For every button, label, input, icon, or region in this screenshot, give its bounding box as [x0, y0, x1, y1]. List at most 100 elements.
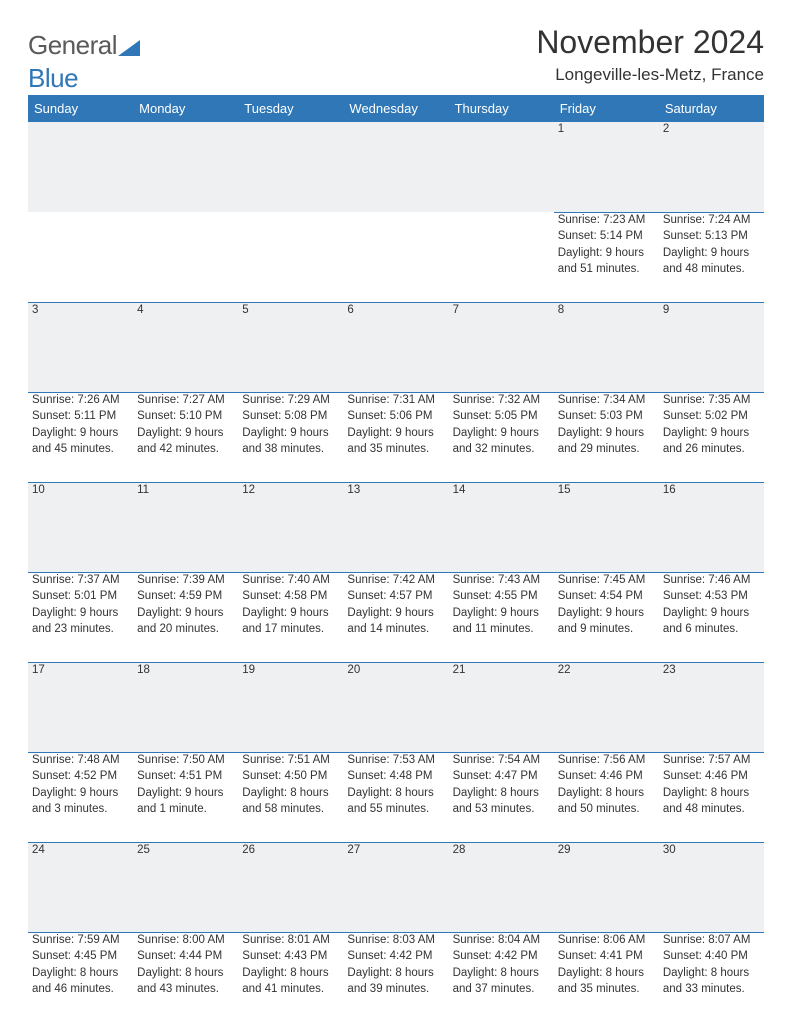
day-number-cell: 10 [28, 482, 133, 572]
sunset-text: Sunset: 4:40 PM [663, 949, 760, 965]
week-row: Sunrise: 7:48 AMSunset: 4:52 PM Daylight:… [28, 752, 764, 842]
sunset-text: Sunset: 4:57 PM [347, 589, 444, 605]
sunset-text: Sunset: 4:50 PM [242, 769, 339, 785]
dl2-text: and 33 minutes. [663, 982, 760, 998]
dl1-text: Daylight: 9 hours [32, 606, 129, 622]
day-cell: Sunrise: 7:53 AMSunset: 4:48 PMDaylight:… [343, 752, 448, 842]
day-number: 24 [32, 844, 45, 856]
week-row: Sunrise: 7:59 AMSunset: 4:45 PM Daylight:… [28, 932, 764, 1022]
day-number-cell: 19 [238, 662, 343, 752]
sunrise-text: Sunrise: 7:57 AM [663, 753, 760, 769]
day-header: Monday [133, 95, 238, 122]
day-number: 6 [347, 304, 353, 316]
dl2-text: and 20 minutes. [137, 622, 234, 638]
day-number-cell: 30 [659, 842, 764, 932]
day-cell: Sunrise: 7:29 AMSunset: 5:08 PMDaylight:… [238, 392, 343, 482]
dl1-text: Daylight: 9 hours [558, 606, 655, 622]
day-number-cell: 25 [133, 842, 238, 932]
dl1-text: Daylight: 9 hours [663, 426, 760, 442]
day-cell: Sunrise: 7:34 AMSunset: 5:03 PMDaylight:… [554, 392, 659, 482]
day-number: 10 [32, 484, 45, 496]
day-cell: Sunrise: 7:26 AMSunset: 5:11 PMDaylight:… [28, 392, 133, 482]
day-cell: Sunrise: 7:45 AMSunset: 4:54 PMDaylight:… [554, 572, 659, 662]
day-number-cell: 9 [659, 302, 764, 392]
sunrise-text: Sunrise: 7:29 AM [242, 393, 339, 409]
day-cell: Sunrise: 8:07 AMSunset: 4:40 PMDaylight:… [659, 932, 764, 1022]
sunrise-text: Sunrise: 7:39 AM [137, 573, 234, 589]
sunrise-text: Sunrise: 7:46 AM [663, 573, 760, 589]
day-cell: Sunrise: 7:40 AMSunset: 4:58 PMDaylight:… [238, 572, 343, 662]
day-number-cell: 2 [659, 122, 764, 212]
day-cell: Sunrise: 7:50 AMSunset: 4:51 PMDaylight:… [133, 752, 238, 842]
day-number-cell: 23 [659, 662, 764, 752]
sunrise-text: Sunrise: 7:59 AM [32, 933, 129, 949]
dl2-text: and 39 minutes. [347, 982, 444, 998]
sunrise-text: Sunrise: 8:06 AM [558, 933, 655, 949]
day-number-cell: 21 [449, 662, 554, 752]
day-number: 22 [558, 664, 571, 676]
day-number: 18 [137, 664, 150, 676]
sunset-text: Sunset: 4:41 PM [558, 949, 655, 965]
dl1-text: Daylight: 9 hours [32, 426, 129, 442]
dl2-text: and 46 minutes. [32, 982, 129, 998]
dl2-text: and 41 minutes. [242, 982, 339, 998]
sunset-text: Sunset: 4:45 PM [32, 949, 129, 965]
sunset-text: Sunset: 5:02 PM [663, 409, 760, 425]
day-cell: Sunrise: 8:06 AMSunset: 4:41 PMDaylight:… [554, 932, 659, 1022]
brand-general: General [28, 30, 117, 60]
sunrise-text: Sunrise: 7:48 AM [32, 753, 129, 769]
sunset-text: Sunset: 5:01 PM [32, 589, 129, 605]
sunset-text: Sunset: 4:42 PM [453, 949, 550, 965]
day-number: 9 [663, 304, 669, 316]
sunrise-text: Sunrise: 7:53 AM [347, 753, 444, 769]
day-cell: Sunrise: 8:00 AMSunset: 4:44 PMDaylight:… [133, 932, 238, 1022]
dl1-text: Daylight: 8 hours [242, 786, 339, 802]
day-number: 30 [663, 844, 676, 856]
dl2-text: and 51 minutes. [558, 262, 655, 278]
dl1-text: Daylight: 9 hours [558, 426, 655, 442]
week-row: Sunrise: 7:23 AMSunset: 5:14 PMDaylight:… [28, 212, 764, 302]
sunset-text: Sunset: 4:52 PM [32, 769, 129, 785]
sunset-text: Sunset: 4:46 PM [558, 769, 655, 785]
sunrise-text: Sunrise: 8:00 AM [137, 933, 234, 949]
sunset-text: Sunset: 4:51 PM [137, 769, 234, 785]
sunset-text: Sunset: 4:54 PM [558, 589, 655, 605]
day-cell: Sunrise: 7:56 AMSunset: 4:46 PMDaylight:… [554, 752, 659, 842]
sunrise-text: Sunrise: 7:24 AM [663, 213, 760, 229]
daynum-row: 10111213141516 [28, 482, 764, 572]
dl2-text: and 48 minutes. [663, 262, 760, 278]
day-cell [449, 212, 554, 302]
dl1-text: Daylight: 9 hours [558, 246, 655, 262]
day-cell: Sunrise: 7:35 AMSunset: 5:02 PMDaylight:… [659, 392, 764, 482]
day-number-cell: 24 [28, 842, 133, 932]
dl1-text: Daylight: 8 hours [663, 966, 760, 982]
day-cell: Sunrise: 8:03 AMSunset: 4:42 PMDaylight:… [343, 932, 448, 1022]
day-number: 5 [242, 304, 248, 316]
dl1-text: Daylight: 8 hours [347, 966, 444, 982]
day-number: 21 [453, 664, 466, 676]
day-number: 12 [242, 484, 255, 496]
day-number-cell: 22 [554, 662, 659, 752]
dl2-text: and 58 minutes. [242, 802, 339, 818]
day-number: 11 [137, 484, 149, 496]
day-number: 14 [453, 484, 466, 496]
day-cell: Sunrise: 7:59 AMSunset: 4:45 PMDaylight:… [28, 932, 133, 1022]
sunrise-text: Sunrise: 7:34 AM [558, 393, 655, 409]
week-row: Sunrise: 7:26 AMSunset: 5:11 PMDaylight:… [28, 392, 764, 482]
dl2-text: and 37 minutes. [453, 982, 550, 998]
sunrise-text: Sunrise: 7:37 AM [32, 573, 129, 589]
day-cell [238, 212, 343, 302]
dl2-text: and 53 minutes. [453, 802, 550, 818]
day-number-cell: 17 [28, 662, 133, 752]
dl2-text: and 26 minutes. [663, 442, 760, 458]
day-number: 4 [137, 304, 143, 316]
dl1-text: Daylight: 8 hours [558, 966, 655, 982]
dl1-text: Daylight: 9 hours [137, 426, 234, 442]
day-number: 13 [347, 484, 360, 496]
week-row: Sunrise: 7:37 AMSunset: 5:01 PMDaylight:… [28, 572, 764, 662]
sunrise-text: Sunrise: 7:42 AM [347, 573, 444, 589]
dl2-text: and 45 minutes. [32, 442, 129, 458]
day-number-cell: 4 [133, 302, 238, 392]
sunrise-text: Sunrise: 7:32 AM [453, 393, 550, 409]
day-header: Friday [554, 95, 659, 122]
